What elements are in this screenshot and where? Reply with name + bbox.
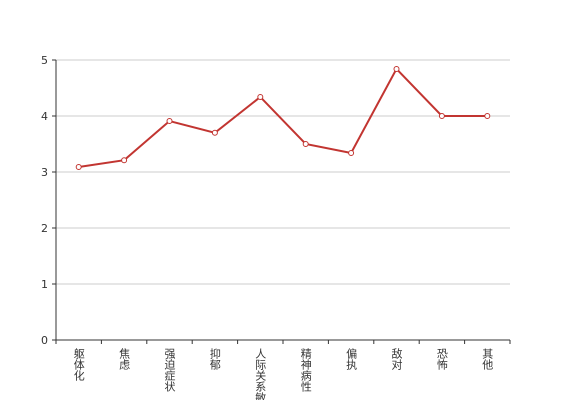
point bbox=[257, 93, 264, 100]
point bbox=[75, 163, 82, 170]
x-tick-label: 其他 bbox=[481, 348, 494, 370]
point bbox=[438, 113, 445, 119]
point bbox=[211, 129, 218, 136]
point bbox=[484, 113, 491, 119]
x-tick-label: 焦虑 bbox=[118, 348, 131, 370]
y-tick-label: 0 bbox=[41, 334, 48, 347]
y-tick-label: 5 bbox=[41, 54, 48, 67]
x-tick-label: 恐怖 bbox=[435, 348, 448, 370]
point bbox=[302, 141, 309, 147]
x-tick-label: 躯体化 bbox=[72, 348, 85, 382]
point bbox=[121, 157, 128, 164]
y-tick-label: 1 bbox=[41, 278, 48, 291]
y-tick-label: 3 bbox=[41, 166, 48, 179]
x-tick-label: 人际关系敏感 bbox=[254, 348, 267, 400]
x-tick-label: 强迫症状 bbox=[163, 348, 176, 392]
line bbox=[78, 67, 488, 168]
y-tick-label: 2 bbox=[41, 222, 48, 235]
y-tick-label: 4 bbox=[41, 110, 48, 123]
point bbox=[393, 65, 400, 72]
x-tick-label: 抑郁 bbox=[208, 347, 221, 370]
point bbox=[166, 118, 173, 125]
point bbox=[348, 149, 355, 156]
x-tick-label: 精神病性 bbox=[299, 348, 312, 393]
x-tick-label: 敌对 bbox=[390, 347, 403, 370]
x-tick-label: 偏执 bbox=[345, 347, 358, 371]
